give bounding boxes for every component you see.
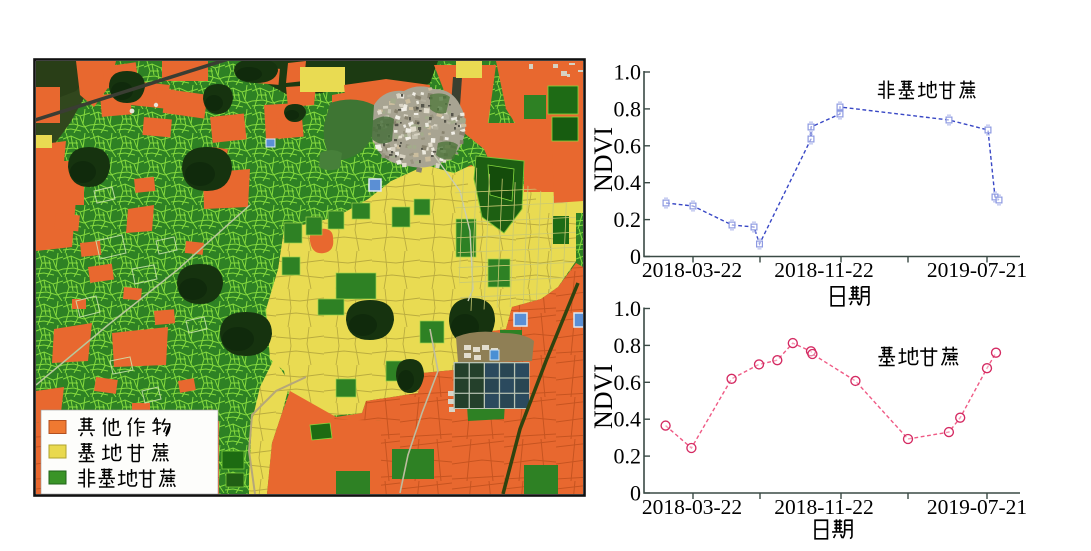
svg-text:0.4: 0.4: [614, 170, 642, 195]
svg-text:2019-07-21: 2019-07-21: [927, 495, 1027, 519]
svg-text:2018-11-22: 2018-11-22: [774, 495, 874, 519]
svg-text:0.4: 0.4: [614, 407, 642, 432]
svg-text:2018-11-22: 2018-11-22: [774, 258, 874, 282]
svg-text:2018-03-22: 2018-03-22: [642, 258, 742, 282]
svg-text:0.8: 0.8: [614, 333, 642, 358]
svg-text:0.6: 0.6: [614, 370, 642, 395]
svg-text:0.8: 0.8: [614, 96, 642, 121]
svg-text:1.0: 1.0: [614, 296, 642, 321]
svg-text:0: 0: [630, 481, 641, 506]
svg-text:2019-07-21: 2019-07-21: [927, 258, 1027, 282]
svg-text:0.6: 0.6: [614, 133, 642, 158]
svg-text:NDVI: NDVI: [589, 364, 618, 429]
svg-text:NDVI: NDVI: [589, 127, 618, 192]
svg-text:0: 0: [630, 244, 641, 269]
svg-text:1.0: 1.0: [614, 60, 642, 85]
svg-text:0.2: 0.2: [614, 444, 642, 469]
svg-text:2018-03-22: 2018-03-22: [642, 495, 742, 519]
svg-text:0.2: 0.2: [614, 207, 642, 232]
